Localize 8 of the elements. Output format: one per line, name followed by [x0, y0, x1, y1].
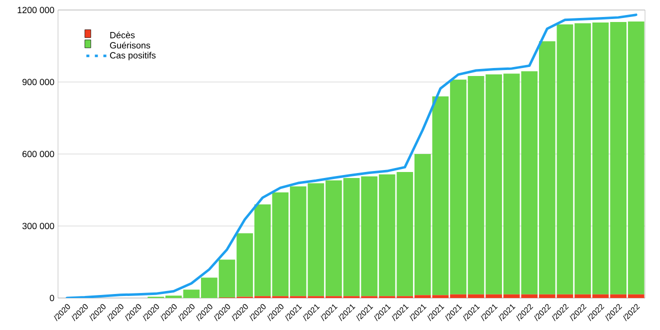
y-tick-label: 300 000	[22, 222, 54, 230]
y-tick-label: 900 000	[22, 78, 54, 86]
y-tick-label: 0	[50, 294, 54, 302]
legend-label: Guérisons	[110, 42, 150, 49]
y-tick-label: 1200 000	[18, 6, 54, 14]
y-tick-label: 600 000	[22, 150, 54, 158]
legend-label: Décès	[110, 32, 135, 38]
legend-label: Cas positifs	[110, 52, 156, 60]
